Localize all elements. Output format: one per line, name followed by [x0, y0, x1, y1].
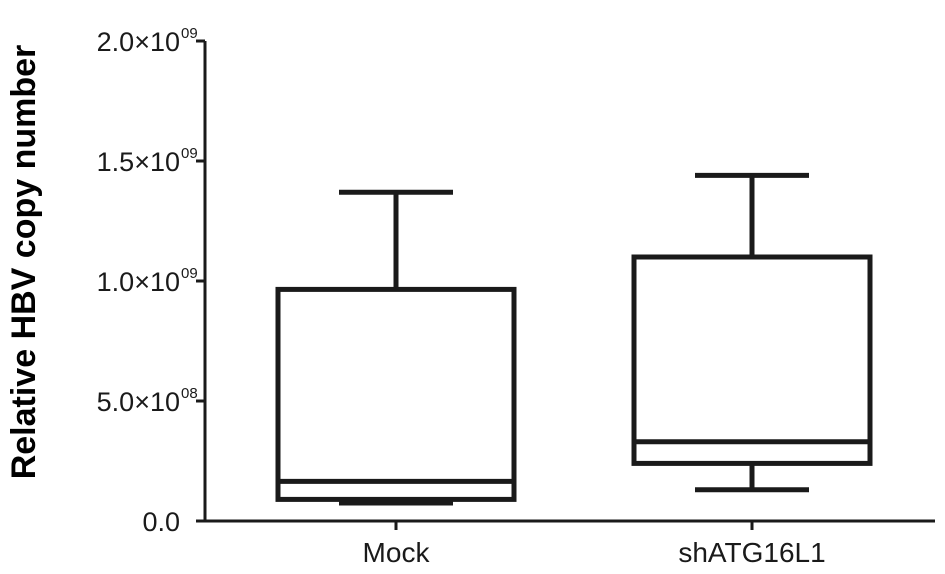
y-axis-label: Relative HBV copy number: [5, 45, 43, 480]
box-Mock: [275, 189, 517, 506]
x-category-label: shATG16L1: [678, 537, 825, 568]
y-tick-exponent: 09: [181, 145, 198, 162]
y-tick-exponent: 09: [181, 25, 198, 42]
boxes: [275, 172, 873, 506]
y-tick-label: 2.0×10: [97, 27, 180, 57]
y-tick-label: 0.0: [142, 507, 180, 537]
y-tick-exponent: 09: [181, 265, 198, 282]
y-tick-exponent: 08: [181, 385, 198, 402]
y-ticks: 0.05.0×10 081.0×10 091.5×10 092.0×10 09: [97, 25, 205, 537]
y-tick-label: 5.0×10: [97, 387, 180, 417]
y-tick-label: 1.5×10: [97, 147, 180, 177]
x-categories: Mock shATG16L1: [363, 521, 826, 568]
box-shATG16L1: [631, 172, 873, 493]
y-tick-label: 1.0×10: [97, 267, 180, 297]
x-category-label: Mock: [363, 537, 431, 568]
iqr-box: [631, 254, 873, 466]
iqr-box: [275, 286, 517, 502]
